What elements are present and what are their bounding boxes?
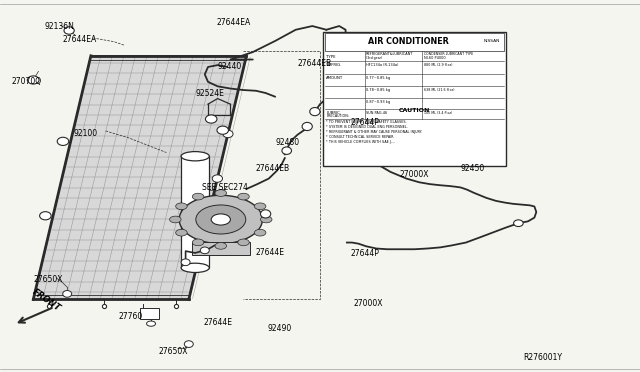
Ellipse shape [64, 27, 74, 34]
Text: (3rd gear): (3rd gear) [366, 56, 382, 60]
Text: 27644EA: 27644EA [216, 18, 251, 27]
Ellipse shape [192, 193, 204, 200]
Text: NI-60 P4000: NI-60 P4000 [424, 56, 445, 60]
Text: * CONSULT TECHNICAL SERVICE REPAIR.: * CONSULT TECHNICAL SERVICE REPAIR. [326, 135, 395, 139]
Text: SUN PAG-46: SUN PAG-46 [366, 112, 387, 115]
Ellipse shape [302, 122, 312, 131]
Text: 27650X: 27650X [33, 275, 63, 284]
Ellipse shape [215, 190, 227, 196]
Text: REFRIG.: REFRIG. [326, 64, 342, 67]
Ellipse shape [147, 321, 156, 326]
Text: 0.87~0.93 kg: 0.87~0.93 kg [366, 100, 390, 104]
Ellipse shape [260, 216, 272, 223]
Text: 27070Q: 27070Q [12, 77, 42, 86]
Ellipse shape [514, 220, 524, 227]
Ellipse shape [192, 239, 204, 246]
Ellipse shape [176, 203, 188, 210]
Ellipse shape [28, 76, 39, 84]
Text: CAUTION: CAUTION [399, 108, 430, 113]
Text: 27644E: 27644E [204, 318, 232, 327]
Ellipse shape [254, 229, 266, 236]
Ellipse shape [170, 216, 181, 223]
Text: PRECAUTION:: PRECAUTION: [326, 115, 349, 118]
Text: 880 ML (2.9 fl oz): 880 ML (2.9 fl oz) [424, 64, 452, 67]
Text: * REFRIGERANT & OTHER MAY CAUSE PERSONAL INJURY.: * REFRIGERANT & OTHER MAY CAUSE PERSONAL… [326, 130, 422, 134]
Ellipse shape [211, 214, 230, 225]
Ellipse shape [260, 210, 271, 218]
Ellipse shape [254, 203, 266, 210]
Text: NISSAN: NISSAN [483, 39, 500, 43]
Text: 92440: 92440 [218, 62, 242, 71]
Text: 27000X: 27000X [353, 299, 383, 308]
Text: 27644P: 27644P [351, 118, 380, 126]
Text: AIR CONDITIONER: AIR CONDITIONER [367, 37, 449, 46]
Text: 638 ML (21.6 fl oz): 638 ML (21.6 fl oz) [424, 89, 454, 92]
Bar [140, 308, 159, 319]
Ellipse shape [365, 119, 375, 126]
Ellipse shape [40, 212, 51, 220]
Ellipse shape [223, 130, 233, 138]
Text: 92450: 92450 [461, 164, 485, 173]
Ellipse shape [282, 147, 292, 154]
Text: 27644P: 27644P [351, 249, 380, 258]
Text: 92480: 92480 [275, 138, 300, 147]
Ellipse shape [212, 175, 223, 182]
Text: SEE SEC274: SEE SEC274 [202, 183, 248, 192]
Text: 92524E: 92524E [195, 89, 224, 97]
Text: 0.78~0.85 kg: 0.78~0.85 kg [366, 89, 390, 92]
Ellipse shape [181, 152, 209, 161]
Ellipse shape [238, 193, 250, 200]
Bar [181, 156, 209, 268]
Ellipse shape [215, 243, 227, 249]
Ellipse shape [200, 227, 210, 234]
Text: 92136N: 92136N [45, 22, 75, 31]
Polygon shape [33, 56, 246, 299]
Text: * THIS VEHICLE COMPLIES WITH SAE J-...: * THIS VEHICLE COMPLIES WITH SAE J-... [326, 141, 396, 144]
Text: CONDENSER LUBRICANT TYPE: CONDENSER LUBRICANT TYPE [424, 52, 473, 56]
Text: 27644EB: 27644EB [256, 164, 290, 173]
Ellipse shape [310, 108, 320, 116]
Ellipse shape [217, 126, 228, 134]
Text: 27650X: 27650X [159, 347, 188, 356]
Text: 27644E: 27644E [256, 248, 285, 257]
Text: R276001Y: R276001Y [524, 353, 563, 362]
Ellipse shape [57, 137, 68, 145]
Text: FRONT: FRONT [31, 287, 62, 312]
Bar [323, 32, 506, 166]
Text: 100 ML (3.4 fl oz): 100 ML (3.4 fl oz) [424, 112, 452, 115]
Text: 27644EB: 27644EB [298, 59, 332, 68]
Ellipse shape [365, 140, 375, 147]
Text: * SYSTEM IS DESIGNED DUAL ENG PERSONNEL.: * SYSTEM IS DESIGNED DUAL ENG PERSONNEL. [326, 125, 408, 129]
Text: 27760: 27760 [118, 312, 143, 321]
Text: * TO PREVENT INJURY, WEAR SAFETY GLASSES.: * TO PREVENT INJURY, WEAR SAFETY GLASSES… [326, 120, 407, 124]
Ellipse shape [205, 115, 217, 123]
Ellipse shape [181, 263, 209, 272]
Text: REFRIGERANT&LUBRICANT: REFRIGERANT&LUBRICANT [366, 52, 413, 56]
Polygon shape [179, 195, 262, 244]
Ellipse shape [184, 341, 193, 347]
Text: LUBRIC.: LUBRIC. [326, 112, 342, 115]
Bar [192, 242, 250, 255]
Text: HFC134a (R-134a): HFC134a (R-134a) [366, 64, 399, 67]
Ellipse shape [200, 247, 209, 254]
Text: TYPE: TYPE [326, 55, 336, 58]
Bar [325, 33, 504, 51]
Ellipse shape [181, 259, 190, 266]
Ellipse shape [353, 110, 364, 117]
Text: 92490: 92490 [268, 324, 292, 333]
Text: 27644EA: 27644EA [63, 35, 97, 44]
Text: 27000X: 27000X [399, 170, 429, 179]
Ellipse shape [176, 229, 188, 236]
Text: 0.77~0.85 kg: 0.77~0.85 kg [366, 77, 390, 80]
Ellipse shape [196, 205, 246, 234]
Text: AMOUNT: AMOUNT [326, 77, 344, 80]
Text: 92100: 92100 [74, 129, 98, 138]
Ellipse shape [63, 291, 72, 297]
Ellipse shape [238, 239, 249, 246]
